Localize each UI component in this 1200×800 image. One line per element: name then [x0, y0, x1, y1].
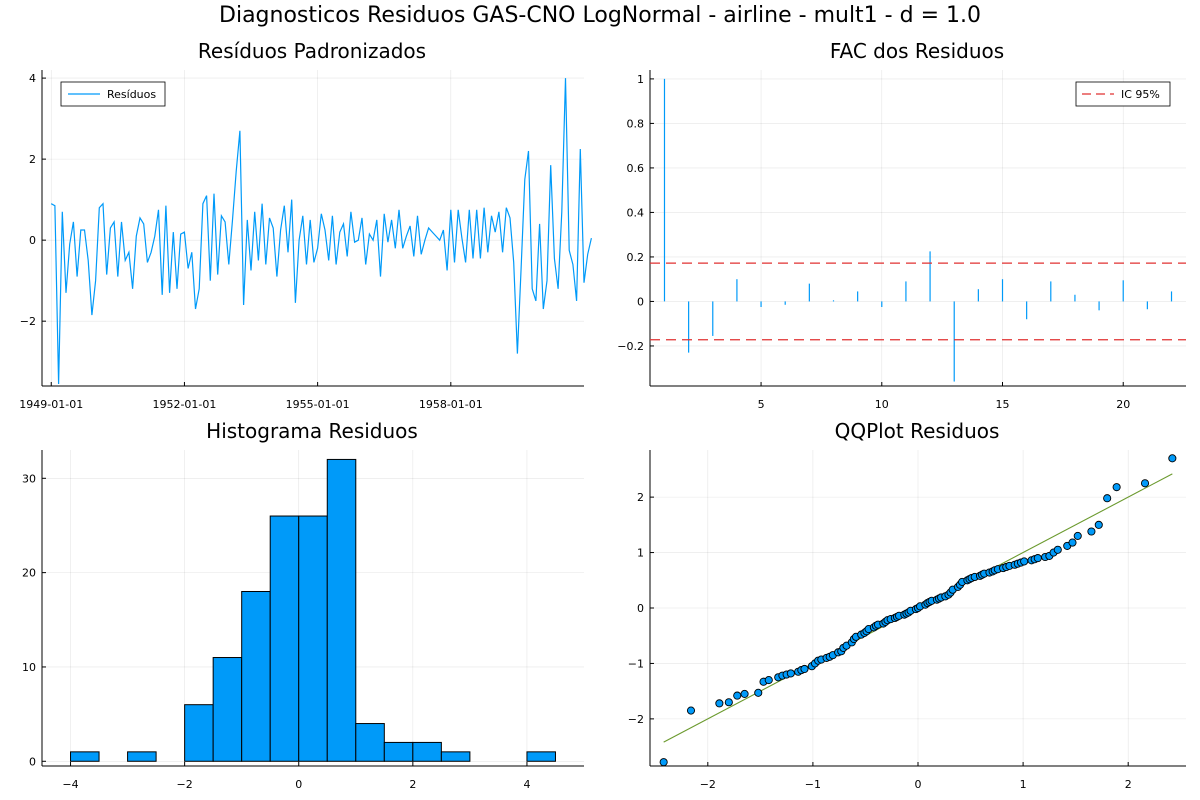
qq-point [686, 706, 696, 715]
y-tick-label: 30 [22, 472, 36, 485]
panel-title: Resíduos Padronizados [198, 39, 426, 63]
y-tick-label: 2 [29, 153, 36, 166]
hist-bar [70, 751, 100, 762]
y-tick-label: 1 [637, 73, 644, 86]
panel-title: Histograma Residuos [206, 419, 418, 443]
qq-point [800, 664, 809, 674]
x-tick-label: 2 [409, 778, 416, 791]
x-tick-label: −2 [177, 778, 193, 791]
legend-box [60, 81, 166, 107]
y-tick-label: −0.2 [617, 340, 644, 353]
legend-box [1075, 81, 1171, 107]
hist-bar [127, 751, 157, 762]
y-tick-label: 0.6 [627, 162, 645, 175]
y-tick-label: −2 [628, 713, 644, 726]
y-tick-label: 0.8 [627, 117, 645, 130]
x-tick-label: 1958-01-01 [419, 398, 483, 411]
hist-bar [383, 741, 414, 762]
y-tick-label: 0 [29, 755, 36, 768]
hist-bar [298, 515, 328, 762]
y-tick-label: 2 [637, 491, 644, 504]
hist-bar [184, 704, 214, 762]
hist-bar [526, 751, 556, 762]
x-tick-label: 1955-01-01 [286, 398, 350, 411]
panel-1: Resíduos Padronizados −2 0 2 4 1949-01-01 1952… [19, 39, 592, 411]
figure-title: Diagnosticos Residuos GAS-CNO LogNormal … [219, 3, 981, 28]
qq-point [1103, 494, 1112, 503]
x-tick-label: −1 [805, 778, 821, 791]
x-tick-label: 20 [1116, 398, 1130, 411]
legend: IC 95% [1075, 81, 1171, 107]
y-tick-label: 20 [22, 567, 36, 580]
qq-point [786, 669, 795, 678]
hist-bar [440, 751, 471, 762]
hist-bar [212, 657, 243, 762]
x-tick-label: 1952-01-01 [152, 398, 216, 411]
qq-point [1112, 483, 1121, 492]
qq-point [1020, 557, 1029, 566]
y-tick-label: 0 [29, 234, 36, 247]
legend-label: IC 95% [1121, 88, 1160, 101]
x-tick-label: 1949-01-01 [19, 398, 83, 411]
y-tick-label: 1 [637, 547, 644, 560]
qq-point [659, 758, 668, 767]
qq-point [724, 698, 733, 707]
panel-4: QQPlot Residuos −2 −1 0 1 2 −2 −1 0 1 2 [628, 419, 1186, 791]
y-tick-label: 0.4 [627, 206, 645, 219]
qq-point [1053, 545, 1062, 554]
qq-point [1068, 538, 1077, 547]
x-tick-label: 4 [523, 778, 530, 791]
panel-3: Histograma Residuos 0 10 20 30 −4 −2 0 2 4 [22, 419, 584, 791]
x-tick-label: 15 [996, 398, 1010, 411]
hist-bar [241, 590, 271, 762]
qq-point [1168, 454, 1177, 463]
y-tick-label: −1 [628, 657, 644, 670]
residuals-line [50, 78, 592, 385]
x-tick-label: −4 [62, 778, 78, 791]
y-tick-label: 0.2 [627, 251, 645, 264]
panel-title: QQPlot Residuos [835, 419, 1000, 443]
legend: Resíduos [60, 81, 166, 107]
qq-point [754, 688, 763, 697]
hist-bar [355, 723, 385, 762]
panel-2: FAC dos Residuos−0.200.20.40.60.815 10 15 2… [617, 39, 1186, 411]
y-tick-label: −2 [20, 315, 36, 328]
hist-bar [326, 458, 357, 762]
y-tick-label: 10 [22, 661, 36, 674]
y-tick-label: 4 [29, 72, 36, 85]
qq-point [1140, 479, 1150, 488]
y-tick-label: 0 [637, 602, 644, 615]
qq-point [740, 689, 749, 698]
y-tick-label: 0 [637, 295, 644, 308]
x-tick-label: 2 [1125, 778, 1132, 791]
qq-point [733, 691, 742, 700]
x-tick-label: 1 [1020, 778, 1027, 791]
qq-point [1094, 520, 1103, 529]
qq-point [1073, 531, 1082, 540]
hist-bar [269, 515, 300, 762]
hist-bar [412, 741, 442, 762]
x-tick-label: 5 [758, 398, 765, 411]
qq-point [715, 699, 724, 708]
qq-point [1033, 554, 1042, 563]
panel-title: FAC dos Residuos [830, 39, 1004, 63]
qq-point [1087, 527, 1096, 536]
legend-label: Resíduos [107, 88, 156, 101]
x-tick-label: 0 [915, 778, 922, 791]
x-tick-label: 10 [875, 398, 889, 411]
qq-point [764, 676, 773, 685]
x-tick-label: −2 [700, 778, 716, 791]
x-tick-label: 0 [295, 778, 302, 791]
